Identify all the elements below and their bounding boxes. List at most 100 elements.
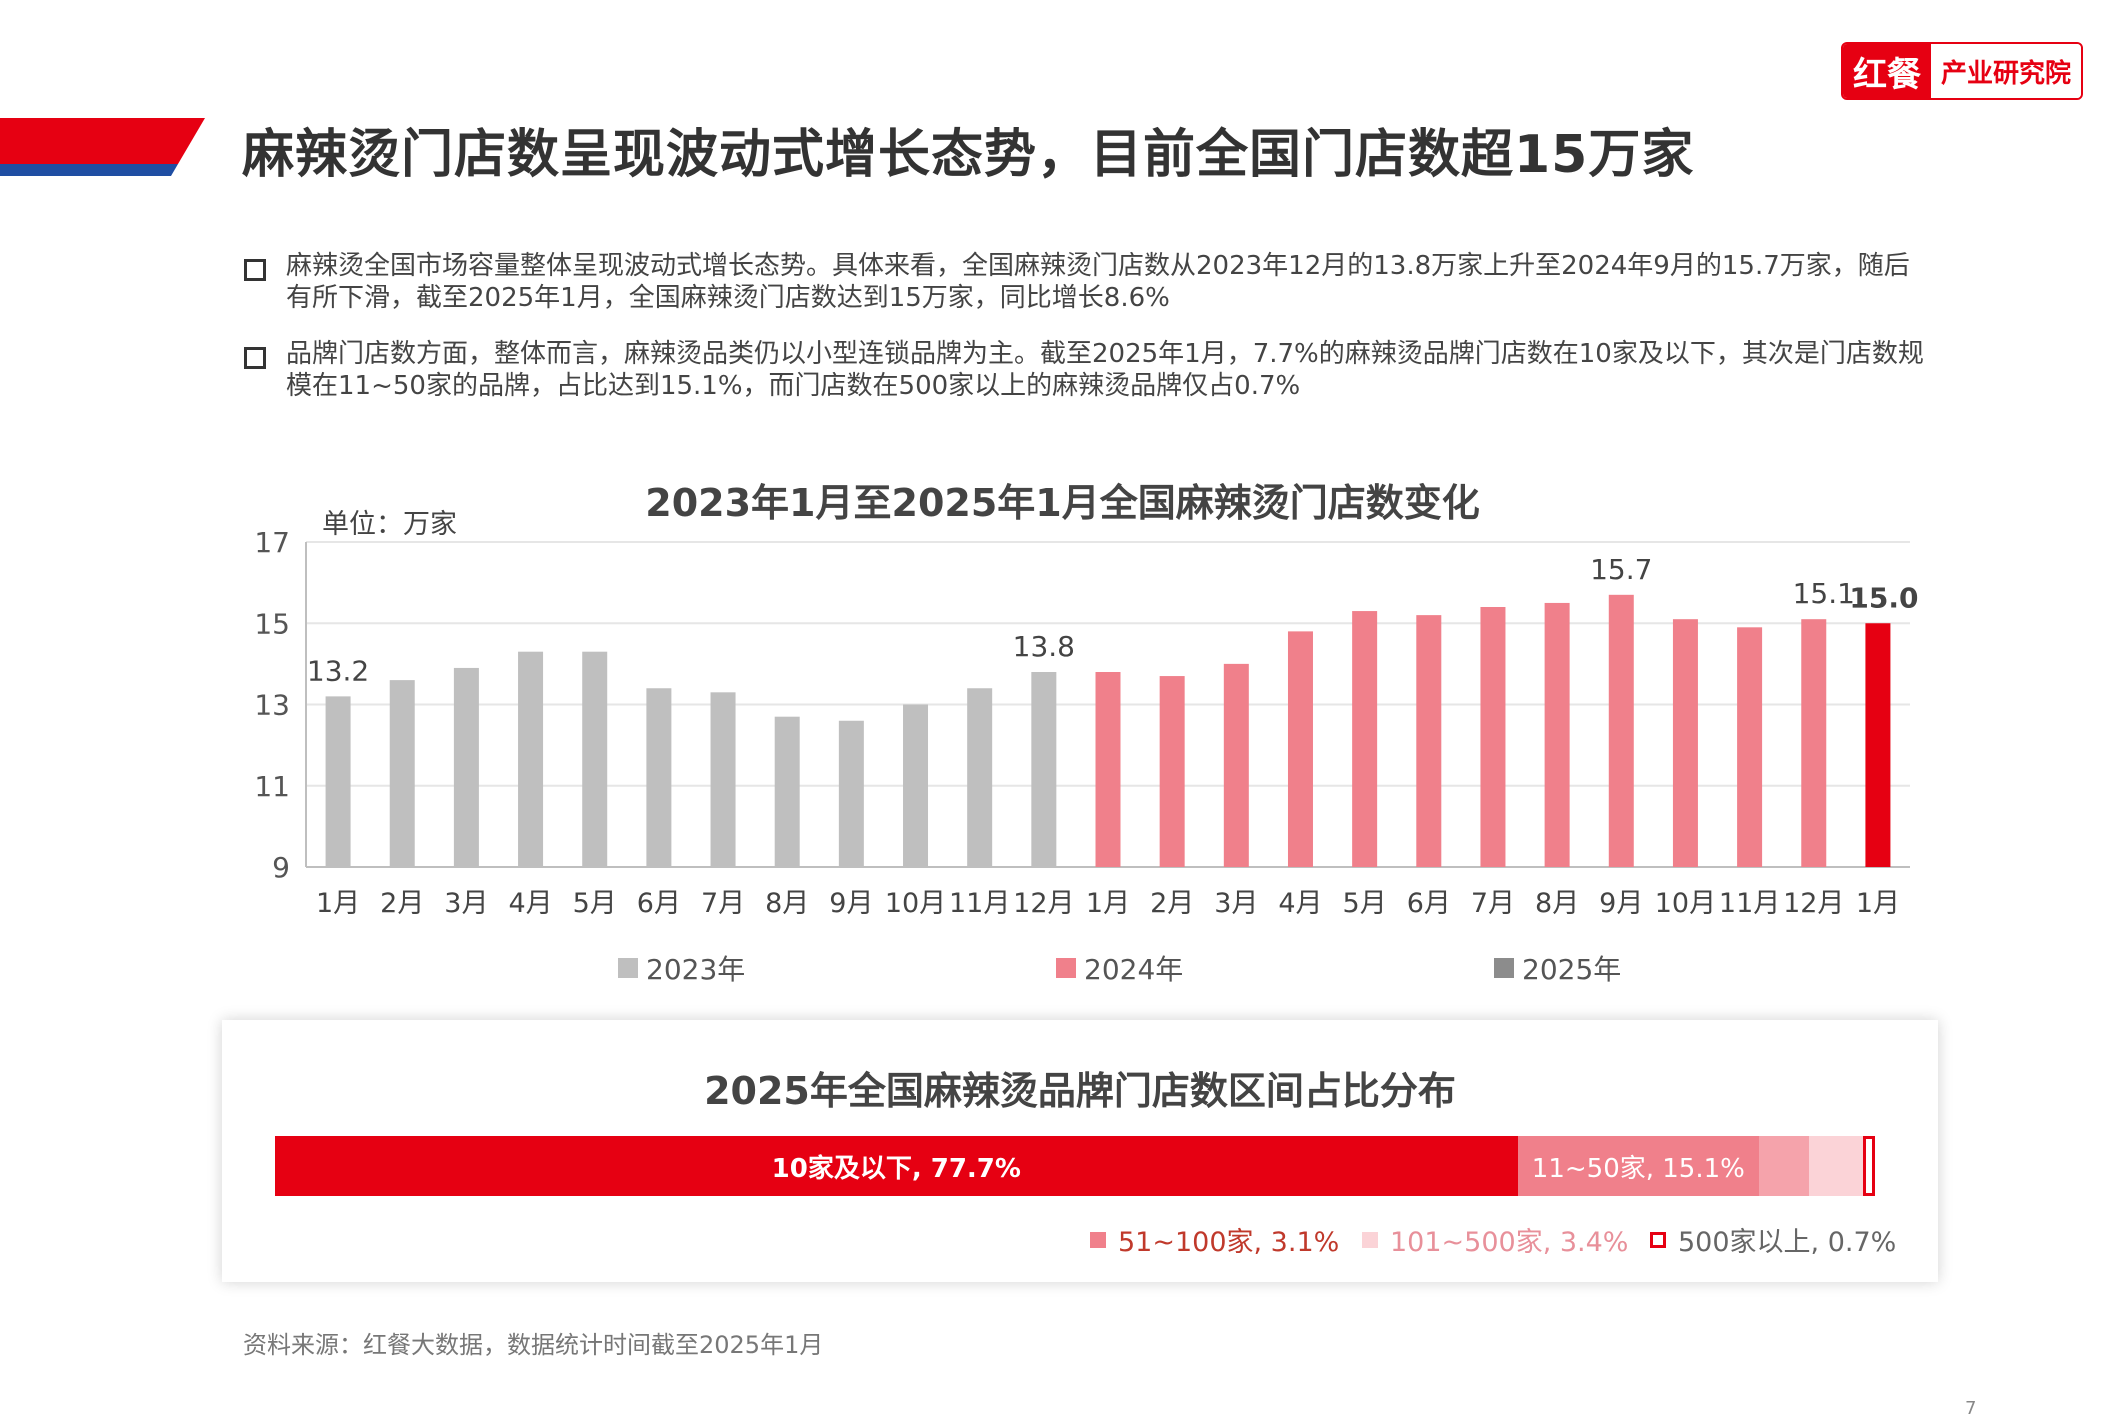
logo-text: 产业研究院	[1930, 44, 2081, 98]
data-label: 15.0	[1849, 581, 1918, 614]
x-tick-label: 2月	[1150, 888, 1194, 919]
distribution-stacked-bar: 10家及以下, 77.7% 11~50家, 15.1%	[275, 1136, 1875, 1196]
chart-title: 2023年1月至2025年1月全国麻辣烫门店数变化	[645, 481, 1480, 525]
x-tick-label: 2月	[380, 888, 424, 919]
bar	[1095, 672, 1121, 867]
x-tick-label: 4月	[508, 888, 552, 919]
summary-bullets: 麻辣烫全国市场容量整体呈现波动式增长态势。具体来看，全国麻辣烫门店数从2023年…	[244, 250, 1924, 426]
bullet-item: 品牌门店数方面，整体而言，麻辣烫品类仍以小型连锁品牌为主。截至2025年1月，7…	[244, 338, 1924, 402]
legend-label: 51~100家, 3.1%	[1118, 1227, 1340, 1258]
x-tick-label: 1月	[1086, 888, 1130, 919]
bullet-square-icon	[244, 347, 266, 369]
source-note: 资料来源：红餐大数据，数据统计时间截至2025年1月	[243, 1331, 824, 1359]
legend-swatch	[1090, 1231, 1106, 1248]
legend-swatch	[1056, 958, 1076, 978]
x-tick-label: 4月	[1278, 888, 1322, 919]
title-accent-bar	[0, 118, 205, 176]
x-tick-label: 1月	[1856, 888, 1900, 919]
bar	[1608, 594, 1634, 867]
chart-unit-label: 单位：万家	[322, 509, 457, 540]
bar	[1672, 619, 1698, 867]
data-label: 15.7	[1590, 553, 1652, 586]
x-tick-label: 1月	[316, 888, 360, 919]
segment-label: 11~50家, 15.1%	[1531, 1153, 1745, 1184]
bar	[325, 696, 351, 867]
x-tick-label: 10月	[1655, 888, 1716, 919]
y-tick-label: 11	[254, 770, 290, 803]
bar-segment	[1808, 1136, 1863, 1196]
bar	[1416, 615, 1442, 867]
legend-item-2024: 2024年	[1056, 948, 1183, 988]
legend-swatch	[1650, 1231, 1666, 1248]
bar	[1737, 627, 1763, 867]
x-tick-label: 3月	[1214, 888, 1258, 919]
y-tick-label: 17	[254, 526, 290, 559]
data-label: 15.1	[1793, 577, 1855, 610]
x-tick-label: 11月	[1719, 888, 1780, 919]
bar-segment: 10家及以下, 77.7%	[275, 1136, 1518, 1196]
bullet-item: 麻辣烫全国市场容量整体呈现波动式增长态势。具体来看，全国麻辣烫门店数从2023年…	[244, 250, 1924, 314]
bar	[1801, 619, 1827, 867]
chart-legend: 2023年 2024年 2025年	[0, 948, 2125, 988]
x-tick-label: 3月	[444, 888, 488, 919]
bar	[389, 680, 415, 867]
page-number: 7	[1965, 1398, 1977, 1419]
bar	[1480, 607, 1506, 867]
legend-item-2025: 2025年	[1494, 948, 1621, 988]
x-tick-label: 8月	[765, 888, 809, 919]
bar	[967, 688, 993, 867]
x-tick-label: 8月	[1535, 888, 1579, 919]
page-title: 麻辣烫门店数呈现波动式增长态势，目前全国门店数超15万家	[242, 125, 1695, 185]
bar	[1287, 631, 1313, 867]
legend-label: 2025年	[1522, 953, 1622, 986]
x-tick-label: 7月	[1471, 888, 1515, 919]
x-tick-label: 7月	[701, 888, 745, 919]
bar	[710, 692, 736, 867]
data-label: 13.8	[1013, 630, 1075, 663]
bar	[646, 688, 672, 867]
segment-label: 10家及以下, 77.7%	[771, 1153, 1021, 1184]
bullet-text: 麻辣烫全国市场容量整体呈现波动式增长态势。具体来看，全国麻辣烫门店数从2023年…	[286, 251, 1910, 313]
bar-segment: 11~50家, 15.1%	[1517, 1136, 1760, 1196]
bullet-text: 品牌门店数方面，整体而言，麻辣烫品类仍以小型连锁品牌为主。截至2025年1月，7…	[286, 339, 1924, 401]
x-tick-label: 5月	[573, 888, 617, 919]
y-tick-label: 15	[254, 607, 290, 640]
x-tick-label: 11月	[949, 888, 1010, 919]
legend-label: 101~500家, 3.4%	[1390, 1227, 1629, 1258]
bar-segment	[1863, 1136, 1875, 1196]
bar	[1031, 672, 1057, 867]
bar	[1159, 676, 1185, 867]
x-tick-label: 9月	[1599, 888, 1643, 919]
legend-swatch	[1362, 1231, 1378, 1248]
x-tick-label: 9月	[829, 888, 873, 919]
bar	[774, 716, 800, 867]
y-tick-label: 9	[272, 851, 290, 884]
bar	[1223, 663, 1249, 867]
bar	[1865, 623, 1891, 867]
legend-label: 500家以上, 0.7%	[1678, 1227, 1897, 1258]
y-tick-label: 13	[254, 689, 290, 722]
dist-legend-item: 500家以上, 0.7%	[1650, 1220, 1896, 1259]
x-tick-label: 6月	[1407, 888, 1451, 919]
bar	[1352, 611, 1378, 867]
x-tick-label: 12月	[1783, 888, 1844, 919]
legend-swatch	[618, 958, 638, 978]
distribution-legend: 51~100家, 3.1% 101~500家, 3.4% 500家以上, 0.7…	[222, 1220, 1938, 1260]
bar	[453, 667, 479, 867]
x-tick-label: 6月	[637, 888, 681, 919]
legend-label: 2024年	[1084, 953, 1184, 986]
bar	[1544, 602, 1570, 867]
distribution-title: 2025年全国麻辣烫品牌门店数区间占比分布	[704, 1069, 1456, 1113]
bar	[582, 651, 608, 867]
bar	[903, 704, 929, 867]
x-tick-label: 10月	[885, 888, 946, 919]
legend-item-2023: 2023年	[618, 948, 745, 988]
distribution-panel: 2025年全国麻辣烫品牌门店数区间占比分布 10家及以下, 77.7% 11~50…	[222, 1020, 1938, 1282]
bullet-square-icon	[244, 259, 266, 281]
legend-swatch	[1494, 958, 1514, 978]
legend-label: 2023年	[646, 953, 746, 986]
dist-legend-item: 101~500家, 3.4%	[1362, 1220, 1628, 1259]
data-label: 13.2	[307, 654, 369, 687]
x-tick-label: 12月	[1013, 888, 1074, 919]
